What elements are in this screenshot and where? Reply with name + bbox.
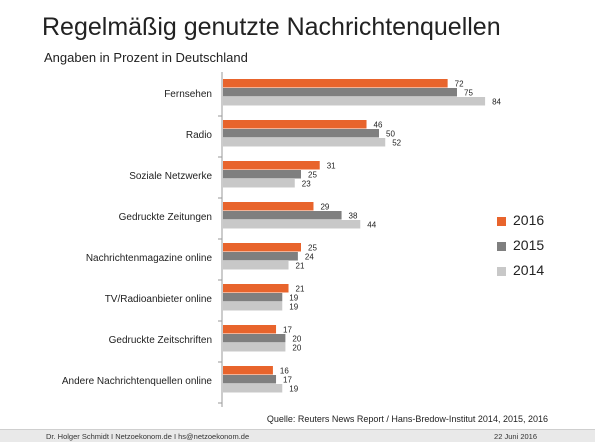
category-label-gedruckte-zeitschriften: Gedruckte Zeitschriften [109,335,212,346]
category-label-andere-nachrichtenquellen-online: Andere Nachrichtenquellen online [62,376,213,387]
bar-2016-gedruckte-zeitschriften [223,325,277,334]
data-label-2015-nachrichtenmagazine-online: 24 [305,253,314,262]
category-label-gedruckte-zeitungen: Gedruckte Zeitungen [119,212,212,223]
footer-bar: Dr. Holger Schmidt I Netzoekonom.de I hs… [0,429,595,442]
legend-swatch-2016 [497,217,506,226]
bar-2015-soziale-netzwerke [223,170,301,179]
data-label-2016-gedruckte-zeitungen: 29 [320,203,329,212]
data-label-2015-fernsehen: 75 [464,89,473,98]
category-label-soziale-netzwerke: Soziale Netzwerke [129,171,212,182]
data-label-2014-fernsehen: 84 [492,98,501,107]
category-label-radio: Radio [186,130,213,141]
bar-2015-radio [223,129,379,138]
bar-2014-nachrichtenmagazine-online [223,261,289,270]
bar-2014-radio [223,138,386,147]
bar-2016-nachrichtenmagazine-online [223,243,301,252]
bar-2015-tv-radioanbieter-online [223,293,283,302]
category-label-nachrichtenmagazine-online: Nachrichtenmagazine online [86,253,213,264]
data-label-2016-gedruckte-zeitschriften: 17 [283,326,292,335]
category-label-fernsehen: Fernsehen [164,89,212,100]
data-label-2016-nachrichtenmagazine-online: 25 [308,244,317,253]
data-label-2015-gedruckte-zeitungen: 38 [349,212,358,221]
chart-title: Regelmäßig genutzte Nachrichtenquellen [42,13,501,41]
source-note: Quelle: Reuters News Report / Hans-Bredo… [266,414,548,424]
bar-2014-andere-nachrichtenquellen-online [223,384,283,393]
bar-2014-gedruckte-zeitungen [223,220,361,229]
data-label-2015-radio: 50 [386,130,395,139]
bar-2016-soziale-netzwerke [223,161,320,170]
category-label-tv-radioanbieter-online: TV/Radioanbieter online [105,294,213,305]
bar-2014-tv-radioanbieter-online [223,302,283,311]
legend-label: 2015 [513,237,545,253]
data-label-2016-soziale-netzwerke: 31 [327,162,336,171]
legend-swatch-2014 [497,267,506,276]
data-label-2015-soziale-netzwerke: 25 [308,171,317,180]
data-label-2016-andere-nachrichtenquellen-online: 16 [280,367,289,376]
bar-2016-gedruckte-zeitungen [223,202,314,211]
bar-2016-tv-radioanbieter-online [223,284,289,293]
bar-2015-gedruckte-zeitungen [223,211,342,220]
data-label-2015-tv-radioanbieter-online: 19 [289,294,298,303]
bar-2014-soziale-netzwerke [223,179,295,188]
bar-2016-fernsehen [223,79,448,88]
bar-2016-andere-nachrichtenquellen-online [223,366,273,375]
footer-author: Dr. Holger Schmidt I Netzoekonom.de I hs… [46,432,250,441]
legend-label: 2014 [513,262,545,278]
data-label-2014-nachrichtenmagazine-online: 21 [296,262,305,271]
data-label-2016-radio: 46 [374,121,383,130]
bar-2015-fernsehen [223,88,457,97]
bar-2014-gedruckte-zeitschriften [223,343,286,352]
data-label-2016-fernsehen: 72 [455,80,464,89]
bar-2015-gedruckte-zeitschriften [223,334,286,343]
bar-2014-fernsehen [223,97,486,106]
data-label-2014-tv-radioanbieter-online: 19 [289,303,298,312]
data-label-2014-radio: 52 [392,139,401,148]
legend-label: 2016 [513,212,545,228]
legend-swatch-2015 [497,242,506,251]
data-label-2016-tv-radioanbieter-online: 21 [296,285,305,294]
data-label-2015-andere-nachrichtenquellen-online: 17 [283,376,292,385]
bar-2016-radio [223,120,367,129]
data-label-2014-gedruckte-zeitschriften: 20 [292,344,301,353]
data-label-2015-gedruckte-zeitschriften: 20 [292,335,301,344]
data-label-2014-gedruckte-zeitungen: 44 [367,221,376,230]
bar-2015-nachrichtenmagazine-online [223,252,298,261]
data-label-2014-soziale-netzwerke: 23 [302,180,311,189]
data-label-2014-andere-nachrichtenquellen-online: 19 [289,385,298,394]
footer-date: 22 Juni 2016 [494,432,537,441]
bar-2015-andere-nachrichtenquellen-online [223,375,277,384]
chart-subtitle: Angaben in Prozent in Deutschland [44,50,248,65]
